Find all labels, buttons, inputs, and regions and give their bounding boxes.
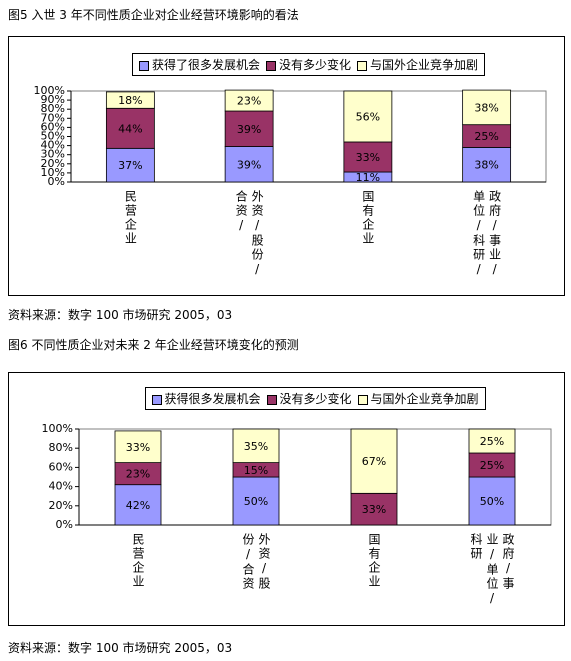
y-tick-label: 20% xyxy=(41,157,65,170)
legend-item: 与国外企业竞争加剧 xyxy=(357,390,479,407)
bar-segment xyxy=(468,452,516,478)
x-category-label: 民营企业 xyxy=(123,190,138,246)
y-tick-label: 70% xyxy=(41,111,65,124)
chart: 0%10%20%30%40%50%60%70%80%90%100% 37% 44% 1… xyxy=(34,84,547,188)
bar-segment xyxy=(343,141,393,173)
y-tick-label: 40% xyxy=(49,480,73,493)
bar-segment xyxy=(105,107,155,149)
x-category-label: 国有企业 xyxy=(367,533,381,589)
value-label: 50% xyxy=(244,495,268,508)
x-category-label: 外资/股份/合资 xyxy=(241,533,271,591)
y-tick-label: 60% xyxy=(49,460,73,473)
x-category-label: 外资/股份/合资/ xyxy=(234,190,265,278)
bar-segment xyxy=(468,476,516,526)
y-tick-label: 40% xyxy=(41,139,65,152)
value-label: 23% xyxy=(237,95,261,108)
legend-swatch xyxy=(266,394,277,405)
chart-box: 0% 20% 40% 60% 80% 100% 42% 23% 33% 50% 15% 35% 33% 6… xyxy=(8,372,565,626)
legend: 获得了很多发展机会 没有多少变化 与国外企业竞争加剧 xyxy=(132,53,486,76)
bar-segment xyxy=(343,90,393,143)
bar-segment xyxy=(232,428,280,463)
y-tick-label: 0% xyxy=(48,175,65,188)
legend-label: 与国外企业竞争加剧 xyxy=(370,392,479,406)
value-label: 33% xyxy=(356,151,380,164)
value-label: 38% xyxy=(474,159,498,172)
value-label: 33% xyxy=(362,503,386,516)
legend-label: 没有多少变化 xyxy=(279,392,352,406)
x-category-label: 政府/事业/单位/科研/ xyxy=(471,190,502,278)
caption: 图6 不同性质企业对未来 2 年企业经营环境变化的预测 xyxy=(8,338,299,352)
value-label: 44% xyxy=(118,122,142,135)
value-label: 38% xyxy=(474,101,498,114)
x-category-label: 政府/事业/单位/科研 xyxy=(469,533,515,607)
bar-segment xyxy=(462,89,512,126)
value-label: 23% xyxy=(126,468,150,481)
legend-swatch xyxy=(139,60,149,71)
y-tick-label: 60% xyxy=(41,120,65,133)
value-label: 39% xyxy=(237,123,261,136)
bar-segment xyxy=(224,89,274,112)
legend-label: 没有多少变化 xyxy=(279,58,352,72)
caption: 图5 入世 3 年不同性质企业对企业经营环境影响的看法 xyxy=(8,8,299,22)
y-tick-label: 30% xyxy=(41,148,65,161)
x-category-label: 民营企业 xyxy=(131,533,145,589)
bar-segment xyxy=(105,91,155,109)
legend-swatch xyxy=(357,60,368,71)
y-tick-label: 50% xyxy=(41,130,65,143)
y-tick-label: 0% xyxy=(56,518,73,531)
legend-label: 获得了很多发展机会 xyxy=(152,58,261,72)
legend-item: 没有多少变化 xyxy=(266,390,352,407)
y-tick-label: 100% xyxy=(34,84,65,97)
value-label: 18% xyxy=(118,94,142,107)
value-label: 39% xyxy=(237,158,261,171)
legend-swatch xyxy=(151,394,162,405)
legend-item: 与国外企业竞争加剧 xyxy=(357,56,478,73)
value-label: 33% xyxy=(126,441,150,454)
source: 资料来源：数字 100 市场研究 2005，03 xyxy=(8,308,233,322)
bar-segment xyxy=(224,110,274,147)
value-label: 25% xyxy=(474,130,498,143)
value-label: 67% xyxy=(362,455,386,468)
legend-swatch xyxy=(357,394,368,405)
value-label: 50% xyxy=(480,495,504,508)
bar-segment xyxy=(350,428,398,494)
value-label: 42% xyxy=(126,499,150,512)
y-tick-label: 100% xyxy=(42,422,73,435)
y-tick-label: 20% xyxy=(49,499,73,512)
y-tick-label: 80% xyxy=(49,441,73,454)
y-tick-label: 80% xyxy=(41,102,65,115)
value-label: 35% xyxy=(244,440,268,453)
legend-item: 获得了很多发展机会 xyxy=(139,56,260,73)
value-label: 11% xyxy=(356,171,380,184)
legend-swatch xyxy=(266,60,277,71)
legend: 获得很多发展机会 没有多少变化 与国外企业竞争加剧 xyxy=(144,387,486,410)
bar-segment xyxy=(232,476,280,526)
bar-segment xyxy=(114,484,162,526)
bar-segment xyxy=(350,492,398,526)
value-label: 56% xyxy=(356,110,380,123)
legend-item: 没有多少变化 xyxy=(266,56,351,73)
y-tick-label: 90% xyxy=(41,93,65,106)
legend-label: 获得很多发展机会 xyxy=(164,392,261,406)
value-label: 25% xyxy=(480,459,504,472)
chart-box: 0% 10% 20% 30% 40% 50% 60% 70% 80% 90% 100% 37% 44% 1… xyxy=(8,36,565,296)
legend-label: 与国外企业竞争加剧 xyxy=(370,58,479,72)
value-label: 25% xyxy=(480,435,504,448)
bar-segment xyxy=(468,428,516,454)
bar-segment xyxy=(105,147,155,183)
legend-item: 获得很多发展机会 xyxy=(151,390,261,407)
x-category-label: 国有企业 xyxy=(360,190,375,246)
bar-segment xyxy=(462,147,512,183)
value-label: 37% xyxy=(118,159,142,172)
chart: 0% 20% 40% 60% 80% 100% 42% 23% 33% 50% 15% 35% 33% 6… xyxy=(42,422,552,531)
bar-segment xyxy=(114,430,162,463)
source: 资料来源：数字 100 市场研究 2005，03 xyxy=(8,641,233,655)
y-tick-label: 10% xyxy=(41,166,65,179)
value-label: 15% xyxy=(244,464,268,477)
